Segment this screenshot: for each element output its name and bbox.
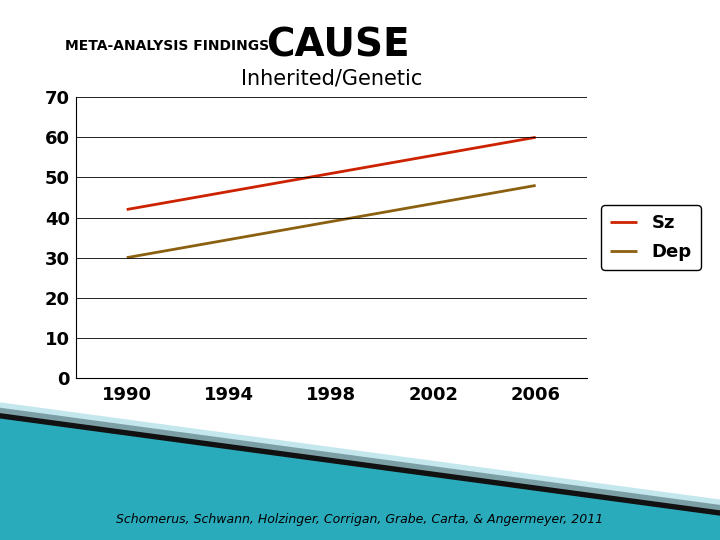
Legend: Sz, Dep: Sz, Dep (601, 205, 701, 270)
Dep (531, 182, 540, 188)
Text: Schomerus, Schwann, Holzinger, Corrigan, Grabe, Carta, & Angermeyer, 2011: Schomerus, Schwann, Holzinger, Corrigan,… (117, 514, 603, 526)
Text: Inherited/Genetic: Inherited/Genetic (240, 68, 422, 89)
Dep (122, 254, 131, 261)
Line: Dep: Dep (127, 185, 536, 258)
Sz (122, 206, 131, 213)
Sz (531, 134, 540, 140)
Line: Sz: Sz (127, 137, 536, 210)
Text: META-ANALYSIS FINDINGS:: META-ANALYSIS FINDINGS: (65, 39, 274, 53)
Text: CAUSE: CAUSE (266, 27, 410, 65)
